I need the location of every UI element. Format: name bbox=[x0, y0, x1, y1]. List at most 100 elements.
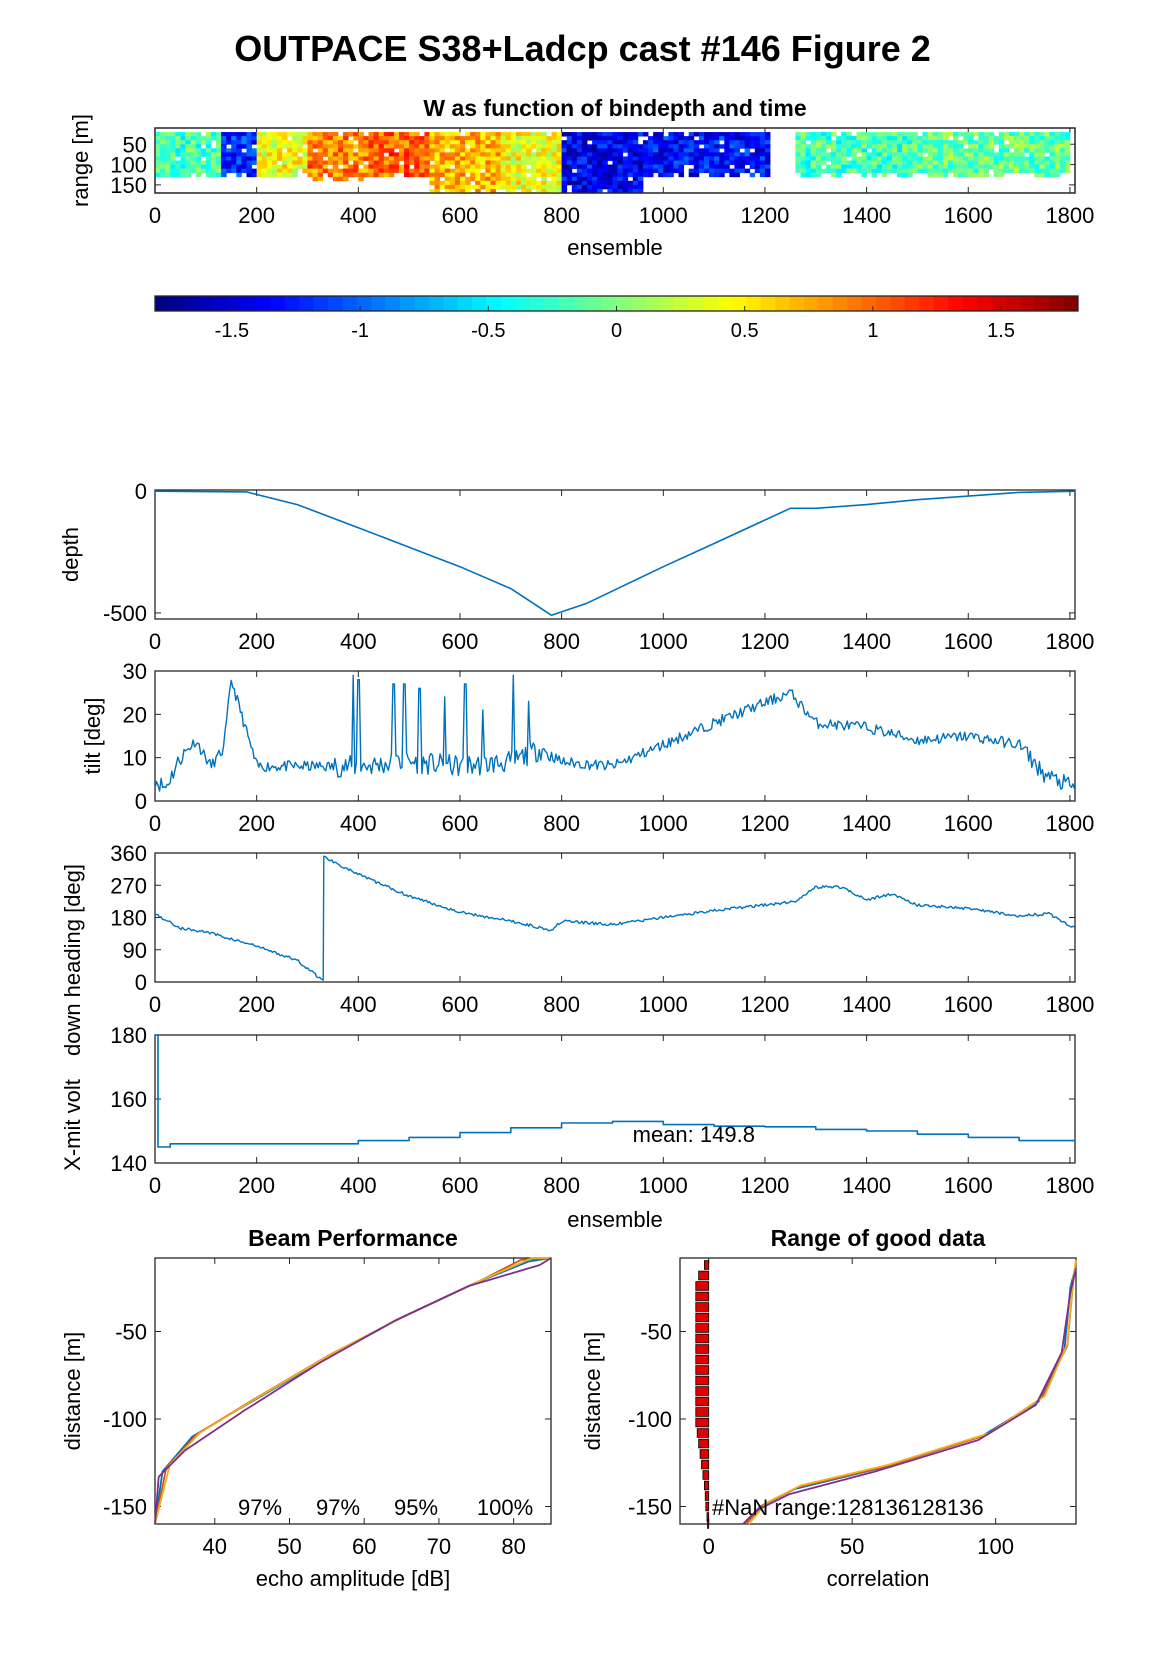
w-cell bbox=[546, 184, 552, 190]
w-cell bbox=[210, 160, 217, 165]
w-cell bbox=[358, 152, 364, 157]
w-cell bbox=[886, 148, 893, 153]
w-cell bbox=[485, 172, 491, 178]
w-cell bbox=[358, 132, 364, 137]
figure-title: OUTPACE S38+Ladcp cast #146 Figure 2 bbox=[234, 28, 931, 69]
w-cell bbox=[454, 144, 461, 149]
w-cell bbox=[1019, 148, 1025, 153]
w-cell bbox=[165, 160, 171, 165]
w-cell bbox=[444, 188, 451, 194]
w-cell bbox=[221, 168, 227, 174]
w-cell bbox=[642, 160, 649, 165]
w-cell bbox=[266, 148, 273, 153]
w-cell bbox=[353, 144, 359, 149]
w-cell bbox=[566, 164, 573, 170]
w-cell bbox=[312, 140, 319, 145]
w-cell bbox=[958, 160, 964, 165]
w-cell bbox=[190, 164, 197, 170]
w-cell bbox=[648, 168, 654, 174]
w-cell bbox=[348, 168, 354, 174]
w-cell bbox=[266, 172, 273, 178]
w-cell bbox=[282, 136, 288, 141]
w-cell bbox=[1029, 168, 1035, 174]
w-cell bbox=[465, 136, 471, 141]
w-cell bbox=[627, 152, 634, 157]
w-cell bbox=[1019, 140, 1025, 145]
w-cell bbox=[648, 172, 654, 178]
w-cell bbox=[1039, 164, 1045, 170]
w-cell bbox=[612, 140, 618, 145]
w-cell bbox=[485, 164, 491, 170]
w-cell bbox=[897, 132, 903, 137]
w-cell bbox=[434, 188, 441, 194]
w-cell bbox=[327, 148, 334, 153]
w-cell bbox=[648, 152, 654, 157]
w-cell bbox=[271, 152, 278, 157]
w-cell bbox=[490, 176, 496, 182]
w-cell bbox=[175, 152, 181, 157]
w-cell bbox=[561, 176, 568, 182]
w-cell bbox=[429, 152, 435, 157]
w-cell bbox=[800, 172, 807, 178]
w-cell bbox=[688, 136, 695, 141]
w-cell bbox=[541, 148, 547, 153]
w-cell bbox=[526, 140, 532, 145]
colorbar-cell bbox=[284, 296, 300, 311]
w-cell bbox=[515, 176, 522, 182]
w-cell bbox=[520, 168, 527, 174]
w-cell bbox=[688, 156, 695, 161]
w-cell bbox=[388, 144, 395, 149]
w-cell bbox=[261, 132, 268, 137]
w-cell bbox=[358, 148, 364, 153]
w-cell bbox=[363, 152, 369, 157]
w-cell bbox=[490, 188, 496, 194]
w-cell bbox=[642, 148, 649, 153]
w-cell bbox=[526, 132, 532, 137]
w-cell bbox=[688, 140, 695, 145]
w-cell bbox=[434, 132, 441, 137]
w-cell bbox=[734, 148, 740, 153]
w-cell bbox=[1003, 144, 1010, 149]
w-cell bbox=[327, 144, 334, 149]
w-cell bbox=[327, 136, 334, 141]
w-cell bbox=[536, 136, 542, 141]
w-cell bbox=[703, 164, 710, 170]
w-cell bbox=[393, 144, 400, 149]
w-cell bbox=[1014, 152, 1020, 157]
w-cell bbox=[993, 172, 1000, 178]
w-cell bbox=[648, 156, 654, 161]
w-cell bbox=[424, 148, 430, 153]
w-cell bbox=[556, 132, 563, 137]
colorbar-cell bbox=[962, 296, 978, 311]
w-cell bbox=[302, 160, 308, 165]
w-cell bbox=[536, 188, 542, 194]
w-cell bbox=[297, 140, 303, 145]
w-cell bbox=[256, 136, 263, 141]
w-cell bbox=[698, 160, 705, 165]
w-cell bbox=[231, 132, 237, 137]
w-cell bbox=[739, 140, 746, 145]
w-cell bbox=[556, 156, 563, 161]
w-cell bbox=[587, 176, 593, 182]
w-cell bbox=[475, 180, 481, 186]
beam-percent-label: 97% bbox=[316, 1495, 360, 1520]
w-cell bbox=[160, 156, 166, 161]
w-cell bbox=[510, 132, 517, 137]
w-cell bbox=[276, 164, 283, 170]
w-cell bbox=[597, 144, 603, 149]
w-cell bbox=[978, 152, 984, 157]
w-cell bbox=[398, 144, 405, 149]
w-cell bbox=[526, 156, 532, 161]
w-cell bbox=[825, 132, 832, 137]
w-cell bbox=[907, 160, 913, 165]
w-cell bbox=[841, 140, 847, 145]
w-cell bbox=[215, 160, 222, 165]
w-cell bbox=[175, 160, 181, 165]
w-cell bbox=[520, 140, 527, 145]
colorbar-cell bbox=[558, 296, 574, 311]
w-cell bbox=[373, 148, 380, 153]
w-cell bbox=[825, 144, 832, 149]
w-cell bbox=[454, 156, 461, 161]
w-cell bbox=[703, 168, 710, 174]
w-cell bbox=[734, 168, 740, 174]
